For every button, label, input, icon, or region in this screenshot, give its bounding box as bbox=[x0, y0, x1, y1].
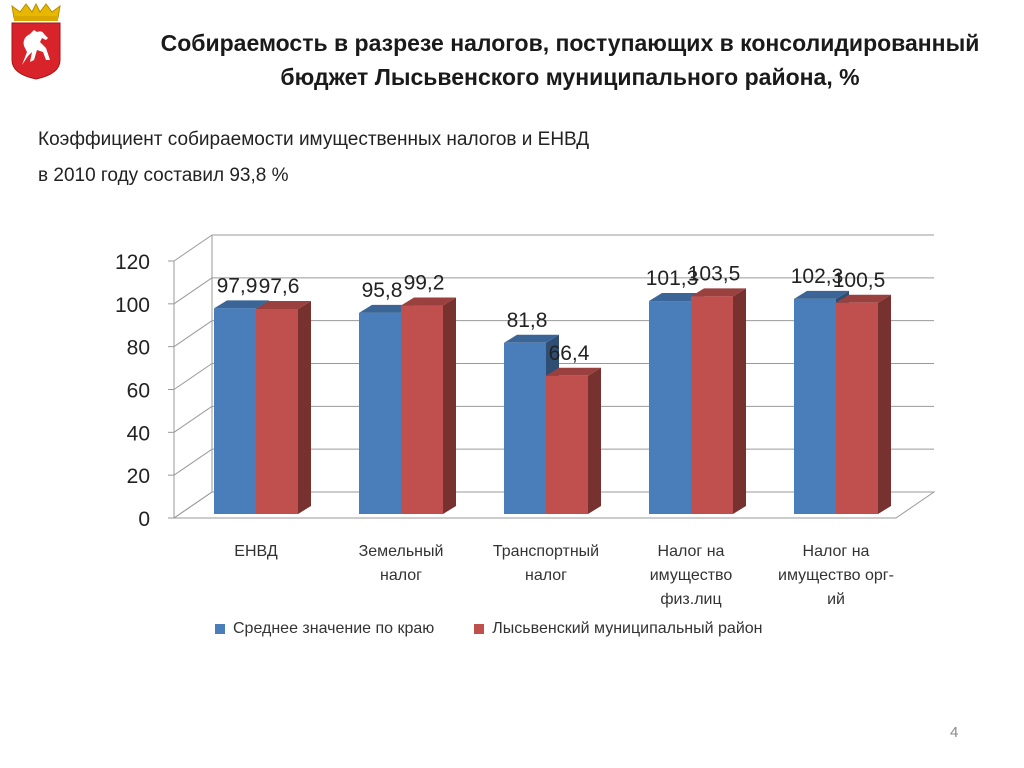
bar bbox=[359, 312, 401, 514]
y-tick-label: 40 bbox=[127, 422, 150, 445]
bar bbox=[214, 308, 256, 514]
y-tick-label: 0 bbox=[138, 508, 150, 531]
bar-side bbox=[878, 294, 891, 514]
title-line: бюджет Лысьвенского муниципального район… bbox=[280, 64, 860, 90]
legend-label: Лысьвенский муниципальный район bbox=[492, 620, 763, 637]
y-tick-label: 100 bbox=[115, 294, 150, 317]
bar-top bbox=[256, 300, 311, 309]
bar bbox=[691, 296, 733, 514]
x-tick-label: Земельный bbox=[359, 543, 444, 560]
x-tick-label: физ.лиц bbox=[660, 591, 721, 608]
gridline-diagonal bbox=[173, 491, 213, 519]
page-title: Собираемость в разрезе налогов, поступаю… bbox=[100, 26, 1024, 94]
data-label: 103,5 bbox=[688, 262, 741, 285]
y-tick-label: 60 bbox=[127, 380, 150, 403]
y-tick-label: 120 bbox=[115, 251, 150, 274]
bar-top bbox=[504, 334, 559, 343]
bar-top bbox=[794, 290, 849, 299]
chart-legend: Среднее значение по краю Лысьвенский муни… bbox=[215, 620, 802, 638]
bar-side bbox=[443, 297, 456, 514]
data-label: 66,4 bbox=[549, 342, 590, 365]
bar-side bbox=[733, 288, 746, 514]
legend-swatch bbox=[474, 624, 485, 634]
crown-icon bbox=[11, 2, 61, 21]
x-tick-label: налог bbox=[525, 567, 567, 584]
data-label: 101,3 bbox=[646, 267, 699, 290]
bar-top bbox=[359, 304, 414, 313]
data-label: 95,8 bbox=[362, 279, 403, 302]
bar-top bbox=[214, 300, 269, 309]
legend-swatch bbox=[215, 624, 225, 634]
bar-top bbox=[691, 288, 746, 297]
gridline-diagonal bbox=[173, 234, 213, 262]
bar bbox=[546, 375, 588, 514]
subtitle-text: Коэффициент собираемости имущественных н… bbox=[38, 122, 589, 194]
bar bbox=[649, 301, 691, 514]
x-tick-label: налог bbox=[380, 567, 422, 584]
legend-entry: Лысьвенский муниципальный район bbox=[474, 620, 762, 638]
x-tick-label: ЕНВД bbox=[234, 543, 278, 560]
x-tick-label: Налог на bbox=[658, 543, 725, 560]
bar bbox=[256, 308, 298, 514]
horse-icon bbox=[22, 30, 50, 65]
gridline-diagonal bbox=[173, 448, 213, 476]
bar-top bbox=[546, 367, 601, 376]
page-number: 4 bbox=[950, 724, 959, 741]
gridline-diagonal bbox=[173, 363, 213, 390]
legend-label: Среднее значение по краю bbox=[233, 620, 435, 637]
bar bbox=[794, 298, 836, 514]
data-label: 102,3 bbox=[791, 265, 844, 288]
bar bbox=[504, 342, 546, 514]
bar bbox=[401, 305, 443, 514]
bar-top bbox=[836, 294, 891, 303]
data-label: 99,2 bbox=[404, 272, 445, 295]
x-tick-label: имущество bbox=[650, 567, 733, 584]
subtitle-line: Коэффициент собираемости имущественных н… bbox=[38, 129, 590, 150]
bar-side bbox=[298, 300, 311, 514]
y-tick-label: 20 bbox=[127, 465, 150, 488]
x-tick-label: имущество орг- bbox=[778, 567, 894, 584]
title-line: Собираемость в разрезе налогов, поступаю… bbox=[160, 30, 980, 56]
gridline-diagonal bbox=[173, 405, 213, 433]
x-tick-label: ий bbox=[827, 591, 845, 608]
bar bbox=[836, 302, 878, 514]
data-label: 97,6 bbox=[259, 275, 300, 298]
coat-of-arms-icon bbox=[11, 2, 61, 80]
gridline-diagonal bbox=[173, 277, 213, 305]
bar-side bbox=[588, 367, 601, 514]
data-label: 81,8 bbox=[507, 309, 548, 332]
x-tick-label: Налог на bbox=[803, 543, 870, 560]
gridline-diagonal bbox=[173, 320, 213, 348]
x-tick-label: Транспортный bbox=[493, 543, 599, 560]
y-tick-label: 80 bbox=[127, 337, 150, 360]
legend-entry: Среднее значение по краю bbox=[215, 620, 434, 638]
bar-top bbox=[649, 293, 704, 302]
data-label: 100,5 bbox=[833, 269, 886, 292]
data-label: 97,9 bbox=[217, 274, 258, 297]
bar-top bbox=[401, 297, 456, 306]
subtitle-line: в 2010 году составил 93,8 % bbox=[38, 165, 289, 186]
